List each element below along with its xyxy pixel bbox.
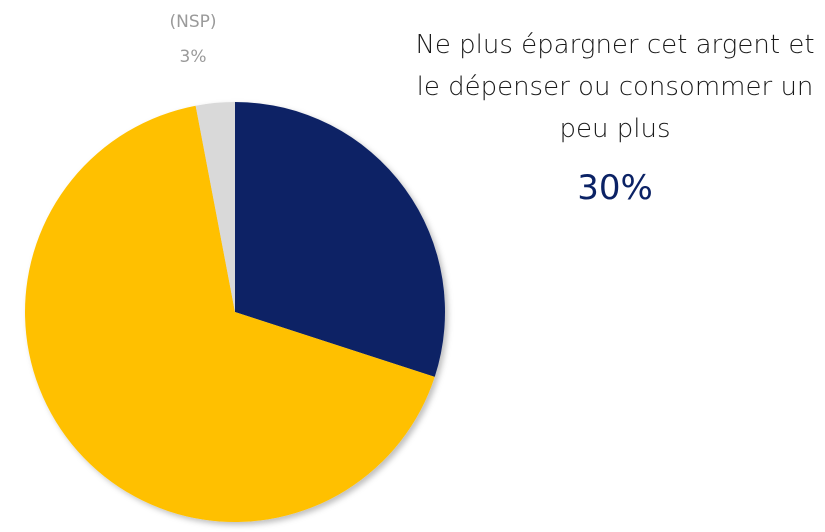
pie-slice — [235, 102, 445, 377]
pie — [24, 102, 445, 523]
pie-slice — [195, 102, 235, 312]
pie-slice — [24, 105, 435, 523]
data-label: 30% — [577, 168, 653, 208]
data-label: 3% — [179, 47, 207, 67]
slice-label: Ne plus épargner cet argent et le dépens… — [415, 30, 815, 144]
slice-label: (NSP) — [169, 12, 217, 32]
